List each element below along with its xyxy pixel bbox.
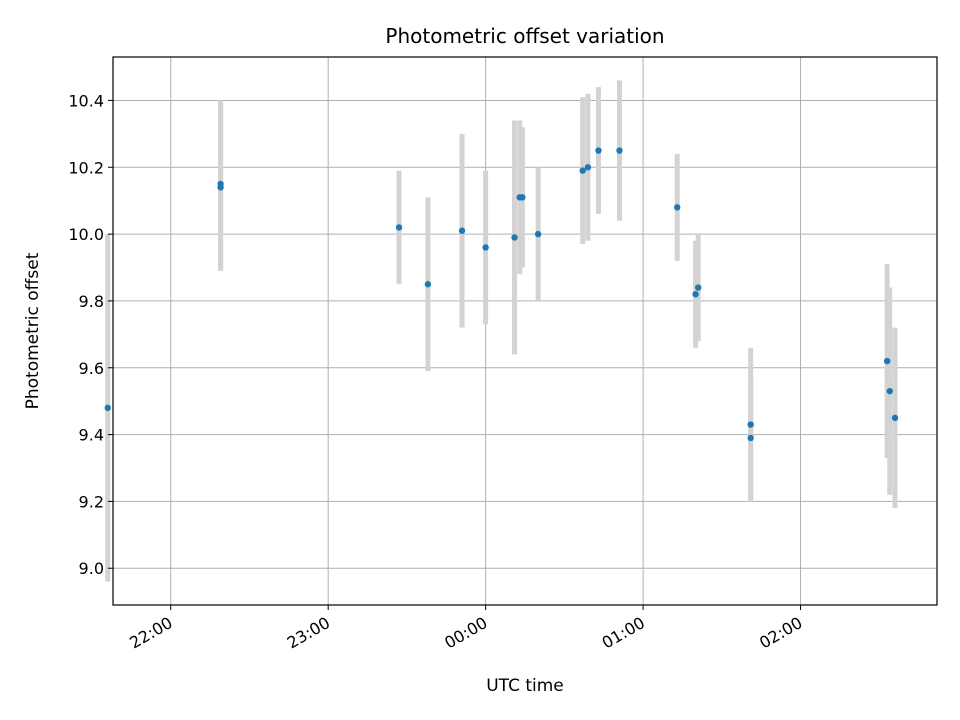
y-tick-label: 9.2 [79, 492, 104, 511]
y-tick-label: 10.2 [68, 158, 104, 177]
data-point [519, 194, 526, 201]
y-axis-title: Photometric offset [23, 252, 43, 409]
y-tick-label: 9.0 [79, 559, 104, 578]
data-point [482, 244, 489, 251]
data-point [458, 227, 466, 234]
y-tick-label: 9.4 [79, 426, 104, 445]
plot-frame [112, 56, 938, 606]
grid [113, 57, 937, 605]
data-point [104, 404, 111, 412]
data-point [217, 184, 224, 191]
data-point [534, 230, 542, 238]
data-point [579, 167, 586, 174]
data-point [424, 281, 432, 288]
data-point [886, 387, 893, 395]
y-tick-label: 9.8 [79, 292, 104, 311]
data-point [511, 234, 518, 241]
data-point [694, 284, 702, 291]
data-point [883, 357, 891, 365]
data-point [595, 147, 602, 154]
data-point [616, 147, 623, 154]
y-tick-label: 10.4 [68, 91, 104, 110]
data-point [584, 164, 592, 171]
data-point [747, 421, 754, 428]
data-points [104, 147, 899, 442]
data-point [891, 414, 899, 422]
y-tick-label: 9.6 [79, 359, 104, 378]
y-axis: 9.0 9.2 9.4 9.6 9.8 10.0 10.2 10.4 [68, 91, 113, 578]
x-axis-title: UTC time [486, 676, 564, 696]
y-tick-label: 10.0 [68, 225, 104, 244]
data-point [395, 224, 403, 231]
chart-title: Photometric offset variation [385, 24, 664, 48]
data-point [674, 204, 681, 211]
data-point [692, 291, 699, 298]
data-point [747, 434, 754, 442]
